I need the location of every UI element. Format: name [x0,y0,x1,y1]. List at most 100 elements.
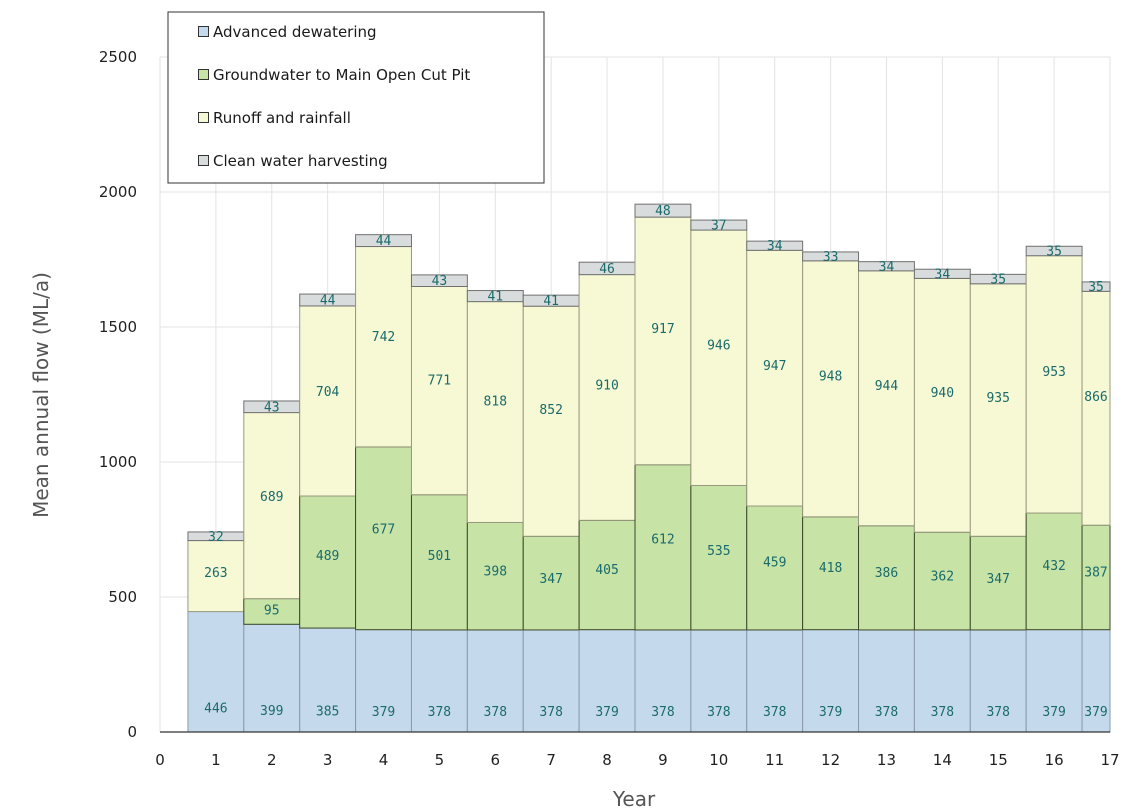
data-label-year11-series0: 378 [763,705,786,720]
data-label-year5-series1: 501 [428,549,451,564]
bar-segment-year4-series0 [355,629,412,733]
data-label-year17-series3: 35 [1088,280,1104,295]
data-label-year15-series3: 35 [990,273,1006,288]
bar-segment-year4-series2 [355,246,412,448]
bar-segment-year13-series2 [858,270,915,527]
y-tick-label-0: 0 [127,723,137,741]
data-label-year16-series2: 953 [1042,365,1065,380]
data-label-year9-series1: 612 [651,533,674,548]
data-label-year8-series0: 379 [595,705,618,720]
bar-segment-year6-series2 [466,301,524,523]
data-label-year12-series1: 418 [819,561,842,576]
bar-segment-year13-series0 [858,629,915,733]
data-label-year7-series3: 41 [543,294,559,309]
x-tick-label-3: 3 [323,751,333,769]
data-label-year10-series0: 378 [707,705,730,720]
data-label-year2-series0: 399 [260,704,283,719]
bar-segment-year2-series2 [243,412,301,600]
bar-segment-year12-series1 [802,516,860,631]
data-label-year12-series0: 379 [819,705,842,720]
data-label-year6-series1: 398 [484,564,507,579]
bar-segment-year4-series3 [355,234,412,248]
bar-segment-year4-series1 [355,446,412,631]
legend-swatch-2 [198,112,209,123]
bar-segment-year9-series1 [634,464,692,631]
data-label-year7-series2: 852 [539,403,562,418]
x-axis-title: Year [612,787,656,811]
x-tick-label-12: 12 [821,751,840,769]
x-tick-label-6: 6 [491,751,501,769]
bar-segment-year16-series3 [1025,245,1083,257]
data-label-year13-series1: 386 [875,566,898,581]
x-tick-label-10: 10 [709,751,728,769]
data-label-year5-series2: 771 [428,374,451,389]
data-label-year11-series2: 947 [763,359,786,374]
x-tick-label-16: 16 [1045,751,1064,769]
data-label-year4-series1: 677 [372,523,395,538]
bar-segment-year5-series0 [410,629,468,733]
data-label-year15-series2: 935 [986,391,1009,406]
data-label-year14-series2: 940 [931,386,954,401]
x-tick-label-15: 15 [989,751,1008,769]
y-tick-label-3: 1500 [99,318,137,336]
bar-segment-year5-series2 [410,286,468,496]
data-label-year17-series2: 866 [1084,390,1107,405]
bar-segment-year7-series0 [522,629,580,733]
x-tick-label-2: 2 [267,751,277,769]
bar-segment-year5-series3 [410,274,468,288]
bar-segment-year8-series1 [578,519,636,631]
x-tick-labels: 0 1 2 3 4 5 6 7 8 9 10 11 12 13 14 15 16 17 [155,751,1119,769]
data-label-year17-series0: 379 [1084,705,1107,720]
data-label-year12-series3: 33 [823,250,839,265]
x-tick-label-9: 9 [658,751,668,769]
x-tick-label-0: 0 [155,751,165,769]
bar-segment-year7-series1 [522,535,580,631]
data-label-year16-series3: 35 [1046,244,1062,259]
data-labels: 446 263 32 399 95 689 43 385 489 704 44 379 677 742 44… [204,204,1108,720]
bar-segment-year12-series3 [802,251,860,262]
data-label-year8-series1: 405 [595,563,618,578]
bar-segment-year10-series3 [690,219,748,231]
y-tick-label-1: 500 [108,588,137,606]
bar-segment-year7-series2 [522,305,580,537]
x-tick-label-8: 8 [602,751,612,769]
bar-segment-year17-series2 [1081,290,1111,526]
bar-segment-year16-series2 [1025,255,1083,514]
data-label-year6-series3: 41 [487,290,503,305]
bar-segment-year12-series0 [802,629,860,733]
bar-segment-year12-series2 [802,260,860,518]
bar-segment-year17-series3 [1081,281,1111,292]
bar-segment-year9-series0 [634,629,692,733]
data-label-year13-series2: 944 [875,379,899,394]
x-tick-label-14: 14 [933,751,952,769]
bar-segment-year14-series2 [913,277,971,533]
data-label-year13-series0: 378 [875,705,898,720]
data-label-year14-series3: 34 [935,267,951,282]
data-label-year5-series0: 378 [428,705,451,720]
data-label-year3-series3: 44 [320,294,336,309]
data-label-year11-series3: 34 [767,239,783,254]
data-label-year2-series3: 43 [264,400,280,415]
y-tick-label-4: 2000 [99,183,137,201]
data-label-year16-series1: 432 [1042,559,1065,574]
y-tick-label-2: 1000 [99,453,137,471]
data-label-year17-series1: 387 [1084,566,1107,581]
data-label-year14-series1: 362 [931,570,954,585]
data-label-year16-series0: 379 [1042,705,1065,720]
x-tick-label-7: 7 [546,751,556,769]
data-label-year10-series1: 535 [707,544,730,559]
data-label-year7-series0: 378 [539,705,562,720]
bar-segment-year14-series3 [913,268,971,279]
bar-segment-year1-series2 [187,540,245,613]
bar-segment-year8-series2 [578,274,636,521]
bar-segment-year15-series2 [969,283,1027,537]
bar-segment-year11-series3 [746,240,804,251]
bar-segment-year3-series2 [299,305,357,497]
bar-segment-year6-series0 [466,629,524,733]
data-label-year6-series0: 378 [484,705,507,720]
x-tick-label-13: 13 [877,751,896,769]
legend: Advanced dewatering Groundwater to Main O… [167,11,545,184]
legend-swatch-1 [198,69,209,80]
data-label-year14-series0: 378 [931,705,954,720]
